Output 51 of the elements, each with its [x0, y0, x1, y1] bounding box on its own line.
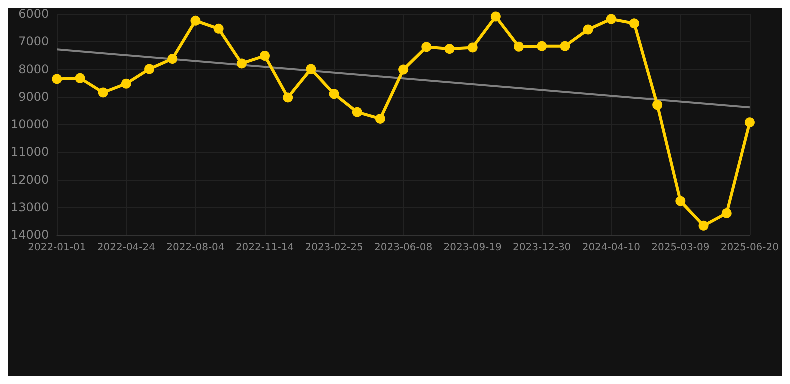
point — [629, 18, 640, 29]
point — [560, 41, 570, 52]
x-tick-label: 2022-04-24 — [97, 242, 156, 254]
y-tick-label: 11000 — [10, 145, 50, 160]
y-tick-label: 9000 — [18, 90, 50, 104]
y-tick-label: 10000 — [10, 118, 50, 132]
point — [537, 41, 548, 52]
x-tick-label: 2022-01-01 — [28, 242, 86, 254]
y-tick-label: 6000 — [18, 7, 50, 21]
point — [652, 100, 663, 110]
point — [352, 107, 362, 118]
x-tick-label: 2025-03-09 — [652, 242, 710, 254]
x-tick-label: 2022-11-14 — [236, 242, 294, 254]
point — [722, 208, 732, 218]
point — [514, 42, 524, 52]
point — [236, 58, 247, 69]
point — [676, 196, 686, 206]
point — [283, 92, 294, 103]
point — [398, 64, 409, 75]
x-tick-label: 2022-08-04 — [166, 242, 225, 254]
x-tick-label: 2025-06-20 — [720, 242, 780, 254]
y-tick-label: 7000 — [18, 34, 50, 49]
y-tick-label: 14000 — [10, 228, 50, 242]
y-tick-label: 13000 — [10, 200, 50, 214]
point — [329, 89, 340, 100]
point — [190, 16, 201, 26]
point — [375, 114, 386, 124]
x-tick-label: 2023-02-25 — [305, 242, 364, 254]
point — [168, 54, 178, 64]
point — [214, 24, 224, 34]
x-tick-label: 2023-06-08 — [374, 242, 433, 254]
point — [306, 64, 316, 74]
x-tick-label: 2023-09-19 — [444, 242, 502, 254]
point — [490, 12, 501, 22]
point — [468, 42, 478, 53]
y-tick-label: 8000 — [18, 62, 50, 76]
point — [75, 73, 86, 84]
point — [98, 88, 108, 98]
point — [422, 42, 432, 52]
point — [444, 44, 455, 54]
point — [52, 74, 62, 84]
point — [121, 78, 132, 89]
point — [144, 64, 155, 74]
point — [583, 24, 594, 35]
point — [260, 50, 270, 61]
x-tick-label: 2024-04-10 — [582, 242, 640, 254]
y-tick-label: 12000 — [10, 172, 50, 187]
point — [698, 220, 709, 231]
x-tick-label: 2023-12-30 — [513, 242, 572, 254]
point — [606, 14, 616, 24]
point — [744, 118, 755, 128]
